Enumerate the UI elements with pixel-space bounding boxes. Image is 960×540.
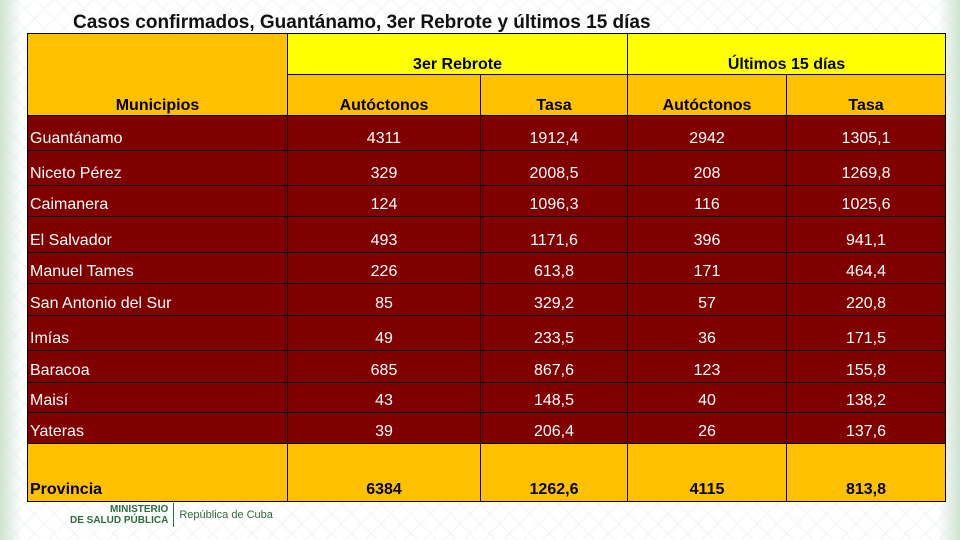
header-3er-rebrote: 3er Rebrote [286,33,629,75]
header-autoctonos-2: Autóctonos [627,74,788,116]
ministry-logo: MINISTERIO DE SALUD PÚBLICA República de… [70,500,273,530]
tasa-15-dias: 155,8 [786,350,947,383]
tasa-rebrote: 2008,5 [479,150,629,186]
table-row: Caimanera 124 1096,3 116 1025,6 [27,185,947,217]
municipio-name: Maisí [27,382,288,413]
municipio-name: Caimanera [27,185,288,217]
tasa-15-dias: 171,5 [786,315,947,351]
tasa-15-dias: 137,6 [786,412,947,444]
total-autoctonos-rebrote: 6384 [287,443,481,502]
provincia-label: Provincia [27,443,288,502]
total-row: Provincia 6384 1262,6 4115 813,8 [27,443,947,502]
total-autoctonos-15-dias: 4115 [627,443,788,502]
tasa-rebrote: 613,8 [479,252,629,284]
autoctonos-15-dias: 2942 [627,115,788,151]
header-ultimos-15-dias: Últimos 15 días [627,33,947,75]
autoctonos-rebrote: 85 [287,283,481,316]
ministry-line-2: DE SALUD PÚBLICA [70,515,169,526]
municipio-name: Imías [27,315,288,351]
autoctonos-15-dias: 116 [627,185,788,217]
tasa-15-dias: 1305,1 [786,115,947,151]
autoctonos-rebrote: 329 [287,150,481,186]
autoctonos-15-dias: 171 [627,252,788,284]
header-tasa-1: Tasa [479,74,629,116]
table-row: Guantánamo 4311 1912,4 2942 1305,1 [27,115,947,151]
slide-title: Casos confirmados, Guantánamo, 3er Rebro… [73,12,651,33]
tasa-15-dias: 220,8 [786,283,947,316]
autoctonos-15-dias: 123 [627,350,788,383]
tasa-rebrote: 233,5 [479,315,629,351]
municipio-name: Manuel Tames [27,252,288,284]
tasa-rebrote: 329,2 [479,283,629,316]
autoctonos-15-dias: 396 [627,216,788,253]
tasa-rebrote: 206,4 [479,412,629,444]
country-name: República de Cuba [179,509,273,521]
autoctonos-rebrote: 493 [287,216,481,253]
tasa-rebrote: 1171,6 [479,216,629,253]
tasa-15-dias: 941,1 [786,216,947,253]
table-row: Imías 49 233,5 36 171,5 [27,315,947,351]
autoctonos-rebrote: 685 [287,350,481,383]
autoctonos-rebrote: 49 [287,315,481,351]
municipio-name: Niceto Pérez [27,150,288,186]
table-row: Baracoa 685 867,6 123 155,8 [27,350,947,383]
table-row: Manuel Tames 226 613,8 171 464,4 [27,252,947,284]
ministry-line-1: MINISTERIO [110,504,169,515]
autoctonos-rebrote: 39 [287,412,481,444]
left-decoration [0,0,22,540]
autoctonos-15-dias: 36 [627,315,788,351]
municipio-name: San Antonio del Sur [27,283,288,316]
total-tasa-rebrote: 1262,6 [479,443,629,502]
municipio-name: Baracoa [27,350,288,383]
header-tasa-2: Tasa [786,74,947,116]
logo-divider [173,503,175,527]
autoctonos-rebrote: 124 [287,185,481,217]
autoctonos-rebrote: 226 [287,252,481,284]
municipio-name: Guantánamo [27,115,288,151]
tasa-15-dias: 464,4 [786,252,947,284]
total-tasa-15-dias: 813,8 [786,443,947,502]
table-row: Niceto Pérez 329 2008,5 208 1269,8 [27,150,947,186]
header-municipios: Municipios [27,33,288,116]
tasa-rebrote: 1912,4 [479,115,629,151]
autoctonos-15-dias: 57 [627,283,788,316]
tasa-rebrote: 148,5 [479,382,629,413]
autoctonos-rebrote: 4311 [287,115,481,151]
tasa-15-dias: 1269,8 [786,150,947,186]
tasa-rebrote: 867,6 [479,350,629,383]
autoctonos-15-dias: 26 [627,412,788,444]
header-autoctonos-1: Autóctonos [287,74,481,116]
autoctonos-rebrote: 43 [287,382,481,413]
table-row: San Antonio del Sur 85 329,2 57 220,8 [27,283,947,316]
table-row: El Salvador 493 1171,6 396 941,1 [27,216,947,253]
table-row: Maisí 43 148,5 40 138,2 [27,382,947,413]
ministry-name: MINISTERIO DE SALUD PÚBLICA [70,504,173,526]
autoctonos-15-dias: 208 [627,150,788,186]
tasa-rebrote: 1096,3 [479,185,629,217]
tasa-15-dias: 138,2 [786,382,947,413]
autoctonos-15-dias: 40 [627,382,788,413]
municipio-name: El Salvador [27,216,288,253]
tasa-15-dias: 1025,6 [786,185,947,217]
table-row: Yateras 39 206,4 26 137,6 [27,412,947,444]
cases-table: Municipios 3er Rebrote Últimos 15 días A… [27,33,947,502]
municipio-name: Yateras [27,412,288,444]
